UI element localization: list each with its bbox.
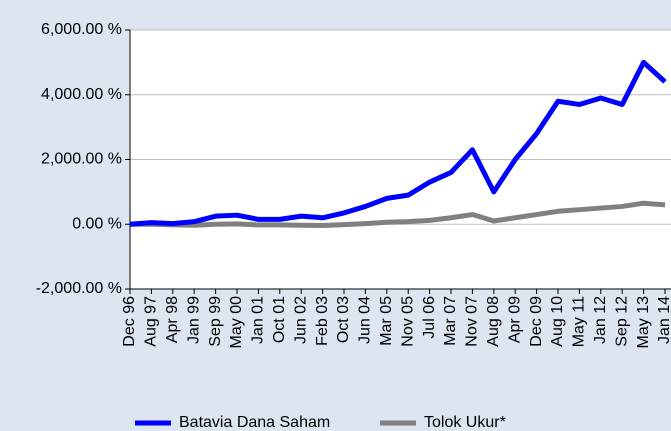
y-tick-label: 6,000.00 % <box>41 21 122 38</box>
x-tick-label: Jul 06 <box>421 296 438 339</box>
x-tick-label: Mar 07 <box>442 296 459 346</box>
x-tick-label: Nov 07 <box>464 296 481 347</box>
x-tick-label: Jan 99 <box>185 296 202 344</box>
x-tick-label: Aug 97 <box>143 296 160 347</box>
legend-label: Batavia Dana Saham <box>179 414 330 431</box>
x-tick-label: Aug 08 <box>485 296 502 347</box>
x-tick-label: Feb 03 <box>314 296 331 346</box>
x-tick-label: Jan 12 <box>592 296 609 344</box>
x-tick-label: Oct 03 <box>335 296 352 343</box>
legend-label: Tolok Ukur* <box>424 414 506 431</box>
x-tick-label: Dec 09 <box>528 296 545 347</box>
series-line <box>130 200 666 229</box>
x-tick-label: Mar 05 <box>378 296 395 346</box>
x-tick-label: May 11 <box>571 296 588 347</box>
x-tick-label: May 13 <box>635 296 652 349</box>
x-tick-label: May 00 <box>228 296 245 349</box>
x-tick-label: Jun 04 <box>357 296 374 344</box>
x-tick-label: Dec 96 <box>121 296 138 347</box>
series-line <box>129 59 667 227</box>
x-tick-label: Jun 02 <box>292 296 309 344</box>
y-tick-label: 4,000.00 % <box>41 86 122 103</box>
x-tick-label: Jan 14 <box>656 296 671 344</box>
y-tick-label: -2,000.00 % <box>36 280 122 297</box>
y-tick-label: 2,000.00 % <box>41 151 122 168</box>
x-tick-label: Sep 99 <box>207 296 224 347</box>
x-tick-label: Apr 98 <box>164 296 181 343</box>
x-tick-label: Nov 05 <box>399 296 416 347</box>
x-tick-label: Sep 12 <box>613 296 630 347</box>
x-tick-label: Jan 01 <box>250 296 267 344</box>
x-tick-label: Oct 01 <box>271 296 288 343</box>
x-tick-label: Apr 09 <box>506 296 523 343</box>
x-tick-label: Aug 10 <box>549 296 566 347</box>
y-tick-label: 0.00 % <box>72 215 122 232</box>
